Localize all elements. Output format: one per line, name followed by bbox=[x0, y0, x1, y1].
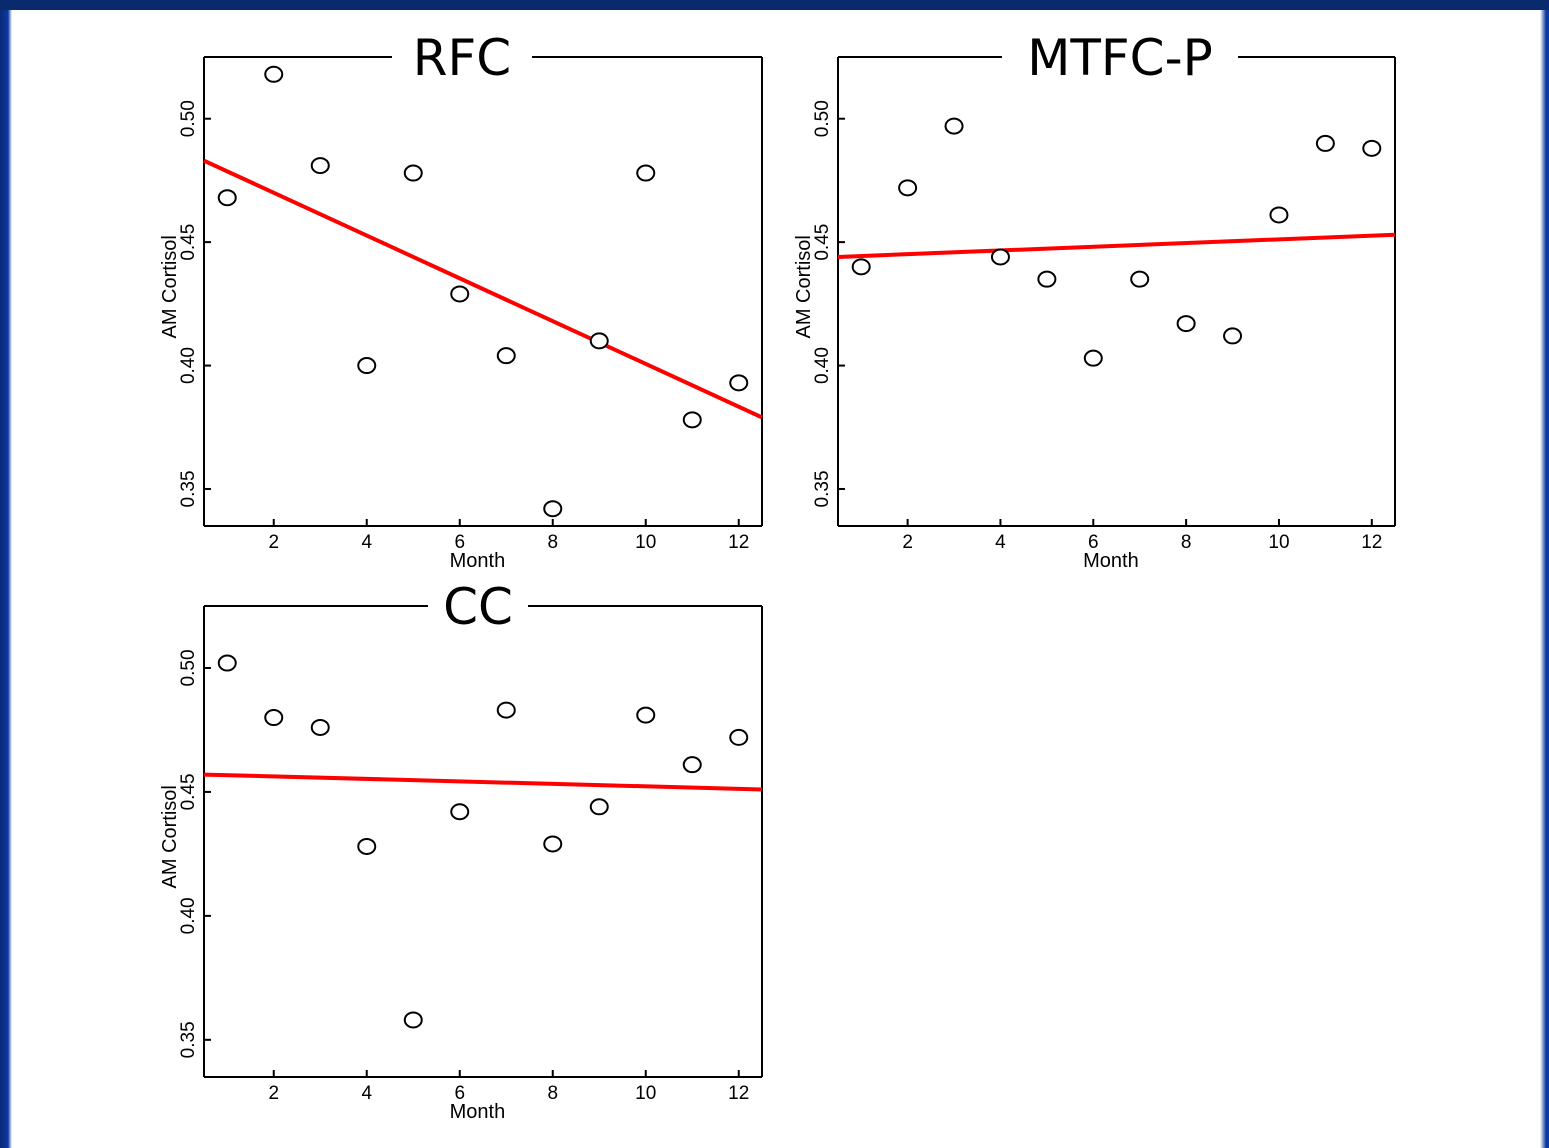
x-tick-label: 12 bbox=[728, 532, 749, 553]
y-tick-label: 0.40 bbox=[178, 347, 199, 384]
data-point bbox=[1223, 327, 1243, 345]
data-point bbox=[357, 837, 377, 855]
panel-title: RFC bbox=[413, 29, 511, 87]
data-point bbox=[450, 803, 470, 821]
x-tick-label: 2 bbox=[268, 532, 279, 553]
x-tick-label: 8 bbox=[1181, 532, 1192, 553]
y-tick-label: 0.45 bbox=[178, 773, 199, 810]
data-point bbox=[217, 654, 237, 672]
y-tick-label: 0.45 bbox=[178, 224, 199, 261]
data-point bbox=[851, 258, 871, 276]
x-axis-label: Month bbox=[1083, 550, 1139, 572]
data-point bbox=[1130, 270, 1150, 288]
data-point bbox=[1037, 270, 1057, 288]
data-point bbox=[543, 835, 563, 853]
x-tick-label: 10 bbox=[635, 532, 656, 553]
data-point bbox=[729, 728, 749, 746]
y-tick-label: 0.40 bbox=[812, 347, 833, 384]
x-tick-label: 12 bbox=[728, 1083, 749, 1104]
data-point bbox=[403, 164, 423, 182]
data-point bbox=[403, 1011, 423, 1029]
data-point bbox=[682, 411, 702, 429]
x-tick-label: 10 bbox=[1268, 532, 1289, 553]
panel-title: MTFC-P bbox=[1027, 29, 1213, 87]
x-axis-label: Month bbox=[450, 550, 506, 572]
y-axis-label: AM Cortisol bbox=[159, 235, 181, 338]
data-point bbox=[217, 189, 237, 207]
x-tick-label: 12 bbox=[1361, 532, 1382, 553]
panel-title: CC bbox=[443, 578, 513, 636]
x-tick-label: 2 bbox=[902, 532, 913, 553]
y-axis-label: AM Cortisol bbox=[159, 785, 181, 888]
y-tick-label: 0.35 bbox=[178, 1021, 199, 1058]
data-point bbox=[264, 709, 284, 727]
x-tick-label: 8 bbox=[547, 1083, 558, 1104]
y-axis-label: AM Cortisol bbox=[793, 235, 815, 338]
data-point bbox=[496, 701, 516, 719]
x-tick-label: 6 bbox=[454, 1083, 465, 1104]
y-tick-label: 0.50 bbox=[812, 100, 833, 137]
data-point bbox=[636, 164, 656, 182]
chart-panel-3: CC 2 4 6 8 10 12 0.35 0.40 0.45 0.50 Month AM Cortis… bbox=[159, 578, 763, 1123]
data-point bbox=[636, 706, 656, 724]
x-tick-label: 2 bbox=[268, 1083, 279, 1104]
x-tick-label: 6 bbox=[1088, 532, 1099, 553]
slide-top-bar bbox=[0, 0, 1549, 10]
x-tick-label: 4 bbox=[361, 1083, 372, 1104]
data-point bbox=[589, 798, 609, 816]
data-point bbox=[310, 718, 330, 736]
data-point bbox=[944, 117, 964, 135]
data-point bbox=[1083, 349, 1103, 367]
chart-panel-1: RFC 2 4 6 8 10 12 0.35 0.40 0.45 0.50 Month AM Corti… bbox=[159, 29, 763, 572]
data-point bbox=[543, 500, 563, 518]
data-point bbox=[1269, 206, 1289, 224]
data-point bbox=[729, 374, 749, 392]
x-tick-label: 6 bbox=[454, 532, 465, 553]
data-point bbox=[898, 179, 918, 197]
x-tick-label: 8 bbox=[547, 532, 558, 553]
scatter-figure: RFC 2 4 6 8 10 12 0.35 0.40 0.45 0.50 Month AM Corti… bbox=[159, 29, 1396, 1123]
data-point bbox=[589, 332, 609, 350]
fit-line bbox=[203, 158, 763, 420]
x-tick-label: 4 bbox=[995, 532, 1006, 553]
x-axis-label: Month bbox=[450, 1101, 506, 1123]
fit-line bbox=[837, 232, 1396, 259]
y-tick-label: 0.45 bbox=[812, 224, 833, 261]
data-point bbox=[990, 248, 1010, 266]
data-point bbox=[1362, 139, 1382, 157]
y-tick-label: 0.50 bbox=[178, 649, 199, 686]
x-tick-label: 4 bbox=[361, 532, 372, 553]
data-point bbox=[1315, 134, 1335, 152]
y-tick-label: 0.35 bbox=[812, 470, 833, 507]
x-tick-label: 10 bbox=[635, 1083, 656, 1104]
data-point bbox=[682, 756, 702, 774]
data-point bbox=[264, 65, 284, 83]
y-tick-label: 0.50 bbox=[178, 100, 199, 137]
data-point bbox=[357, 357, 377, 375]
data-point bbox=[450, 285, 470, 303]
y-tick-label: 0.35 bbox=[178, 470, 199, 507]
data-point bbox=[1176, 315, 1196, 333]
data-point bbox=[496, 347, 516, 365]
chart-panel-2: MTFC-P 2 4 6 8 10 12 0.35 0.40 0.45 0.50 Month AM Co… bbox=[793, 29, 1396, 572]
fit-line bbox=[203, 772, 763, 792]
y-tick-label: 0.40 bbox=[178, 897, 199, 934]
data-point bbox=[310, 157, 330, 175]
slide-stage: RFC 2 4 6 8 10 12 0.35 0.40 0.45 0.50 Month AM Corti… bbox=[12, 10, 1540, 1148]
